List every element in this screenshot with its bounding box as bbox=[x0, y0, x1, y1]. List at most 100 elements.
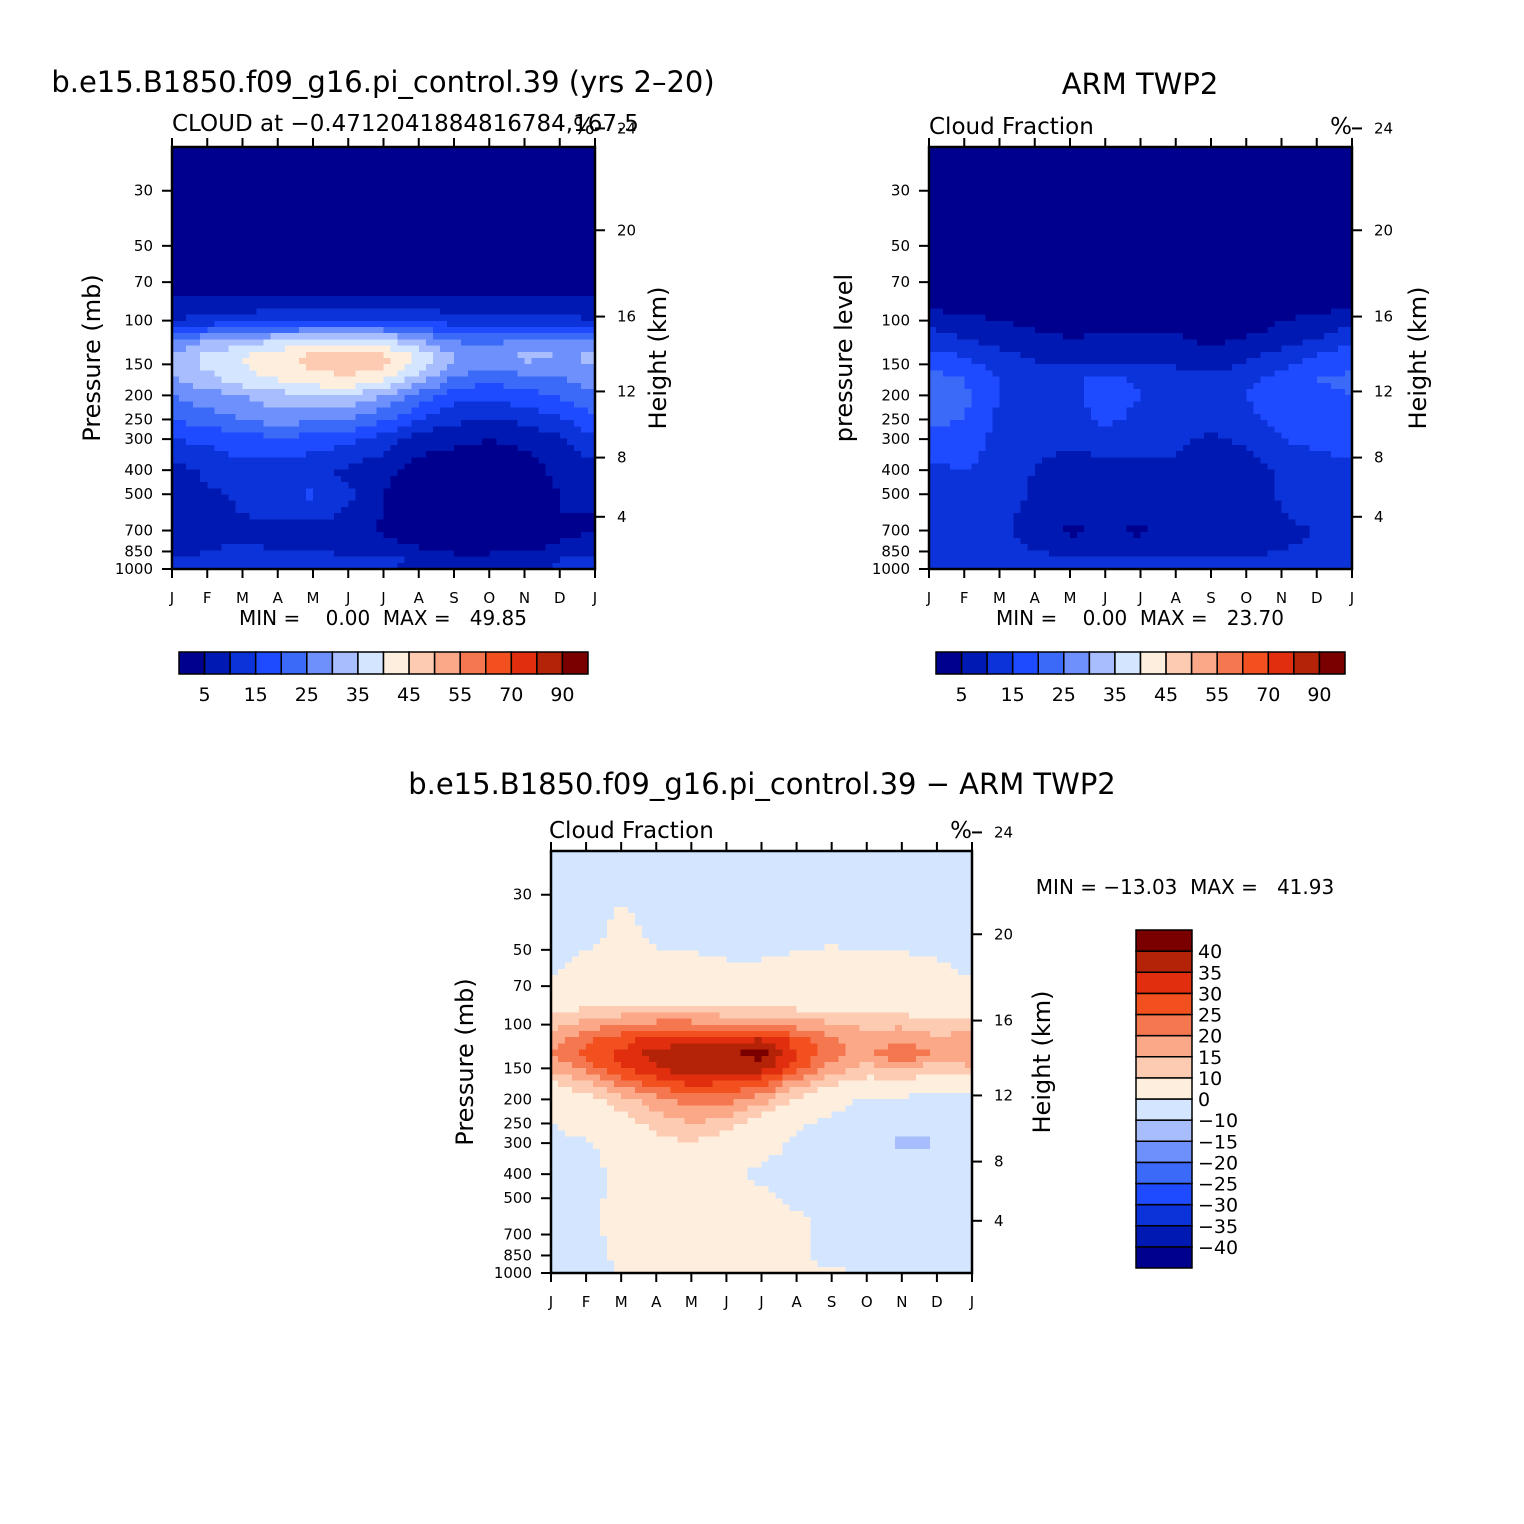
contour-cell bbox=[482, 165, 490, 173]
contour-cell bbox=[186, 401, 194, 409]
contour-cell bbox=[545, 159, 554, 167]
contour-cell bbox=[531, 227, 540, 235]
contour-cell bbox=[1288, 171, 1297, 179]
contour-cell bbox=[1295, 184, 1304, 192]
contour-cell bbox=[1147, 209, 1156, 216]
contour-cell bbox=[482, 413, 490, 421]
contour-cell bbox=[503, 221, 511, 229]
contour-cell bbox=[355, 289, 363, 297]
contour-cell bbox=[489, 382, 497, 390]
contour-cell bbox=[397, 537, 406, 545]
contour-cell bbox=[320, 302, 328, 309]
contour-cell bbox=[545, 215, 554, 223]
contour-cell bbox=[475, 326, 483, 334]
contour-cell bbox=[404, 289, 413, 297]
contour-cell bbox=[341, 364, 349, 372]
contour-cell bbox=[270, 395, 279, 403]
contour-cell bbox=[284, 339, 293, 347]
contour-cell bbox=[390, 252, 399, 260]
contour-cell bbox=[376, 246, 385, 254]
contour-cell bbox=[270, 364, 279, 372]
contour-cell bbox=[235, 215, 244, 223]
contour-cell bbox=[475, 463, 483, 471]
contour-cell bbox=[214, 202, 222, 210]
contour-cell bbox=[503, 252, 511, 260]
contour-cell bbox=[1309, 165, 1318, 173]
contour-cell bbox=[587, 308, 596, 316]
contour-cell bbox=[566, 308, 575, 316]
contour-cell bbox=[193, 438, 201, 446]
contour-cell bbox=[334, 320, 342, 328]
contour-cell bbox=[489, 525, 497, 533]
contour-cell bbox=[305, 426, 314, 434]
contour-cell bbox=[1274, 221, 1283, 229]
contour-cell bbox=[284, 451, 293, 458]
contour-cell bbox=[978, 165, 986, 173]
contour-cell bbox=[531, 233, 540, 241]
contour-cell bbox=[1330, 221, 1339, 229]
contour-cell bbox=[242, 401, 251, 409]
contour-cell bbox=[559, 190, 568, 198]
contour-cell bbox=[193, 215, 201, 223]
contour-cell bbox=[503, 513, 511, 520]
contour-cell bbox=[362, 221, 370, 229]
contour-cell bbox=[559, 525, 568, 533]
contour-cell bbox=[376, 159, 385, 167]
contour-cell bbox=[425, 345, 434, 353]
contour-cell bbox=[200, 227, 208, 235]
contour-cell bbox=[327, 246, 335, 254]
contour-cell bbox=[943, 184, 951, 192]
contour-cell bbox=[496, 537, 504, 545]
contour-cell bbox=[186, 326, 194, 334]
contour-cell bbox=[964, 153, 972, 161]
contour-cell bbox=[242, 240, 251, 247]
contour-cell bbox=[929, 202, 937, 210]
contour-cell bbox=[1034, 190, 1043, 198]
contour-cell bbox=[186, 147, 194, 154]
contour-cell bbox=[284, 382, 293, 390]
contour-cell bbox=[475, 351, 483, 359]
contour-cell bbox=[475, 153, 483, 161]
contour-cell bbox=[221, 438, 229, 446]
contour-cell bbox=[1330, 165, 1339, 173]
contour-cell bbox=[580, 475, 589, 483]
contour-cell bbox=[566, 277, 575, 285]
contour-cell bbox=[1309, 209, 1318, 216]
contour-cell bbox=[545, 190, 554, 198]
contour-cell bbox=[214, 482, 222, 489]
contour-cell bbox=[355, 407, 363, 415]
contour-cell bbox=[425, 488, 434, 496]
contour-cell bbox=[1133, 159, 1142, 167]
contour-cell bbox=[580, 289, 589, 297]
contour-cell bbox=[221, 537, 229, 545]
contour-cell bbox=[418, 153, 427, 161]
contour-cell bbox=[242, 550, 251, 558]
contour-cell bbox=[496, 283, 504, 291]
contour-cell bbox=[193, 364, 201, 372]
contour-cell bbox=[482, 426, 490, 434]
contour-cell bbox=[503, 420, 511, 427]
contour-cell bbox=[964, 171, 972, 179]
contour-cell bbox=[200, 550, 208, 558]
contour-cell bbox=[510, 196, 519, 204]
contour-cell bbox=[1281, 196, 1290, 204]
contour-cell bbox=[454, 246, 462, 254]
contour-cell bbox=[510, 494, 519, 502]
contour-cell bbox=[503, 389, 511, 396]
contour-cell bbox=[1161, 147, 1170, 154]
contour-cell bbox=[461, 451, 469, 458]
contour-cell bbox=[383, 339, 392, 347]
contour-cell bbox=[200, 420, 208, 427]
contour-cell bbox=[524, 513, 533, 520]
contour-cell bbox=[1062, 147, 1071, 154]
contour-cell bbox=[929, 221, 937, 229]
contour-cell bbox=[1260, 202, 1268, 210]
contour-cell bbox=[461, 525, 469, 533]
contour-cell bbox=[341, 506, 349, 514]
contour-cell bbox=[369, 413, 378, 421]
contour-cell bbox=[341, 444, 349, 452]
contour-cell bbox=[482, 463, 490, 471]
contour-cell bbox=[397, 389, 406, 396]
contour-cell bbox=[411, 171, 420, 179]
contour-cell bbox=[390, 171, 399, 179]
